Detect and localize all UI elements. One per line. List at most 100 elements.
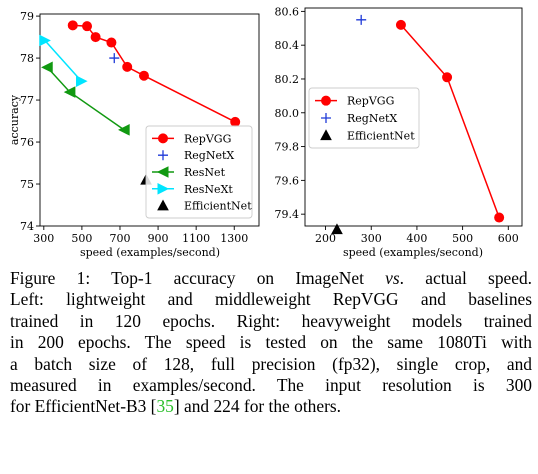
x-tick-label: 1100 [182, 232, 210, 245]
legend-marker [158, 150, 168, 161]
y-tick-label: 78 [20, 52, 34, 65]
legend: RepVGG RegNetX EfficientNet [308, 87, 420, 149]
x-tick-label: 900 [148, 232, 169, 245]
caption-text: . actual speed. [399, 268, 532, 288]
data-point [395, 19, 406, 30]
legend-item: RepVGG [152, 132, 231, 145]
data-point [67, 20, 78, 31]
plot-frame [304, 7, 523, 227]
data-point [63, 86, 76, 98]
caption-text: for EfficientNet-B3 [ [10, 396, 157, 417]
plot-frame [39, 13, 260, 227]
data-point [90, 32, 101, 43]
series-regnetx [109, 53, 120, 64]
data-point [106, 37, 117, 48]
caption-line-1: Figure 1: Top-1 accuracy on ImageNet vs.… [10, 268, 532, 289]
legend-item: RegNetX [158, 149, 234, 162]
legend-label: RegNetX [347, 112, 397, 125]
legend-item: EfficientNet [157, 199, 252, 213]
y-tick-label: 75 [20, 178, 34, 191]
legend-label: RepVGG [347, 95, 394, 108]
legend-box [308, 87, 420, 149]
x-axis-label: speed (examples/second) [80, 246, 220, 259]
series-line [46, 66, 125, 131]
legend-label: EfficientNet [347, 129, 415, 142]
y-tick-label: 80.4 [275, 39, 300, 52]
y-tick-label: 80.2 [275, 73, 300, 86]
x-tick-label: 400 [406, 232, 427, 245]
legend-item: RepVGG [315, 95, 394, 108]
data-point [230, 116, 241, 127]
y-tick-label: 77 [20, 94, 34, 107]
legend: RepVGG RegNetX ResNet ResNeXt EfficientNet [145, 125, 253, 219]
x-tick-label: 500 [452, 232, 473, 245]
legend-label: RepVGG [184, 132, 231, 145]
data-point [442, 72, 453, 83]
series-resnext [39, 34, 88, 87]
x-tick-label: 200 [315, 232, 336, 245]
y-tick-label: 79.6 [275, 174, 300, 187]
y-tick-label: 79 [20, 10, 34, 23]
data-point [76, 75, 88, 87]
caption-text: Figure 1: Top-1 accuracy on ImageNet [10, 268, 386, 288]
data-point [118, 124, 130, 136]
caption-line-7: for EfficientNet-B3 [35] and 224 for the… [10, 396, 532, 417]
legend-marker [157, 199, 169, 211]
legend-label: ResNet [184, 166, 226, 179]
legend-label: RegNetX [184, 149, 234, 162]
caption-vs: vs [385, 268, 400, 288]
caption-line-5: a batch size of 128, full precision (fp3… [10, 353, 532, 374]
x-tick-label: 600 [498, 232, 519, 245]
x-tick-label: 300 [33, 232, 54, 245]
data-point [109, 53, 120, 64]
data-point [41, 61, 53, 74]
data-point [82, 21, 93, 32]
series-repvgg [67, 20, 241, 127]
data-point [138, 70, 149, 81]
y-tick-label: 79.4 [275, 208, 300, 221]
x-axis-label: speed (examples/second) [343, 246, 483, 259]
y-tick-label: 76 [20, 136, 34, 149]
data-point [39, 34, 51, 47]
legend-item: ResNet [152, 166, 226, 179]
data-point [356, 14, 367, 25]
legend-item: RegNetX [321, 112, 397, 125]
legend-marker [158, 133, 168, 144]
series-resnet [41, 61, 130, 136]
data-point [331, 223, 343, 235]
series-line [44, 39, 83, 82]
y-tick-label: 79.8 [275, 141, 300, 154]
caption-text: ] and 224 for the others. [173, 396, 341, 417]
legend-marker [321, 95, 331, 106]
legend-marker [321, 113, 331, 123]
x-tick-label: 300 [361, 232, 382, 245]
y-tick-label: 74 [20, 220, 34, 233]
right-chart: 79.4 79.6 79.8 80.0 80.2 80.4 80.6 200 300 400 500… [275, 5, 523, 259]
caption-line-3: trained in 120 epochs. Right: heavyweigh… [10, 310, 532, 331]
data-point [494, 212, 505, 223]
data-point [122, 61, 133, 72]
legend-item: ResNeXt [152, 183, 233, 196]
series-efficientnet [331, 223, 343, 235]
caption-line-6: measured in examples/second. The input r… [10, 375, 532, 396]
legend-box [145, 125, 253, 219]
x-tick-label: 500 [71, 232, 92, 245]
legend-marker [320, 129, 332, 141]
figure-caption: Figure 1: Top-1 accuracy on ImageNet vs.… [10, 268, 532, 418]
citation-link[interactable]: 35 [156, 396, 174, 417]
legend-item: EfficientNet [320, 129, 415, 142]
series-repvgg [395, 19, 505, 223]
caption-line-2: Left: lightweight and middleweight RepVG… [10, 289, 532, 310]
y-axis-label: accuracy [8, 94, 21, 145]
x-tick-label: 700 [109, 232, 130, 245]
y-tick-label: 80.0 [275, 107, 300, 120]
legend-marker [156, 166, 169, 178]
series-regnetx [356, 14, 367, 25]
legend-marker [157, 182, 170, 195]
legend-label: EfficientNet [184, 200, 252, 213]
y-tick-label: 80.6 [275, 5, 300, 18]
legend-label: ResNeXt [184, 183, 233, 196]
x-tick-label: 1300 [220, 232, 248, 245]
